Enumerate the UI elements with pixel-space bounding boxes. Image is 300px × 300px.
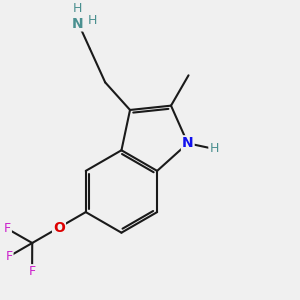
Text: H: H [209,142,219,155]
Text: F: F [5,250,13,263]
Text: H: H [88,14,98,27]
Text: H: H [73,2,83,15]
Text: N: N [182,136,194,150]
Text: F: F [4,222,11,235]
Text: O: O [53,220,65,235]
Text: N: N [72,17,84,31]
Text: F: F [28,265,36,278]
